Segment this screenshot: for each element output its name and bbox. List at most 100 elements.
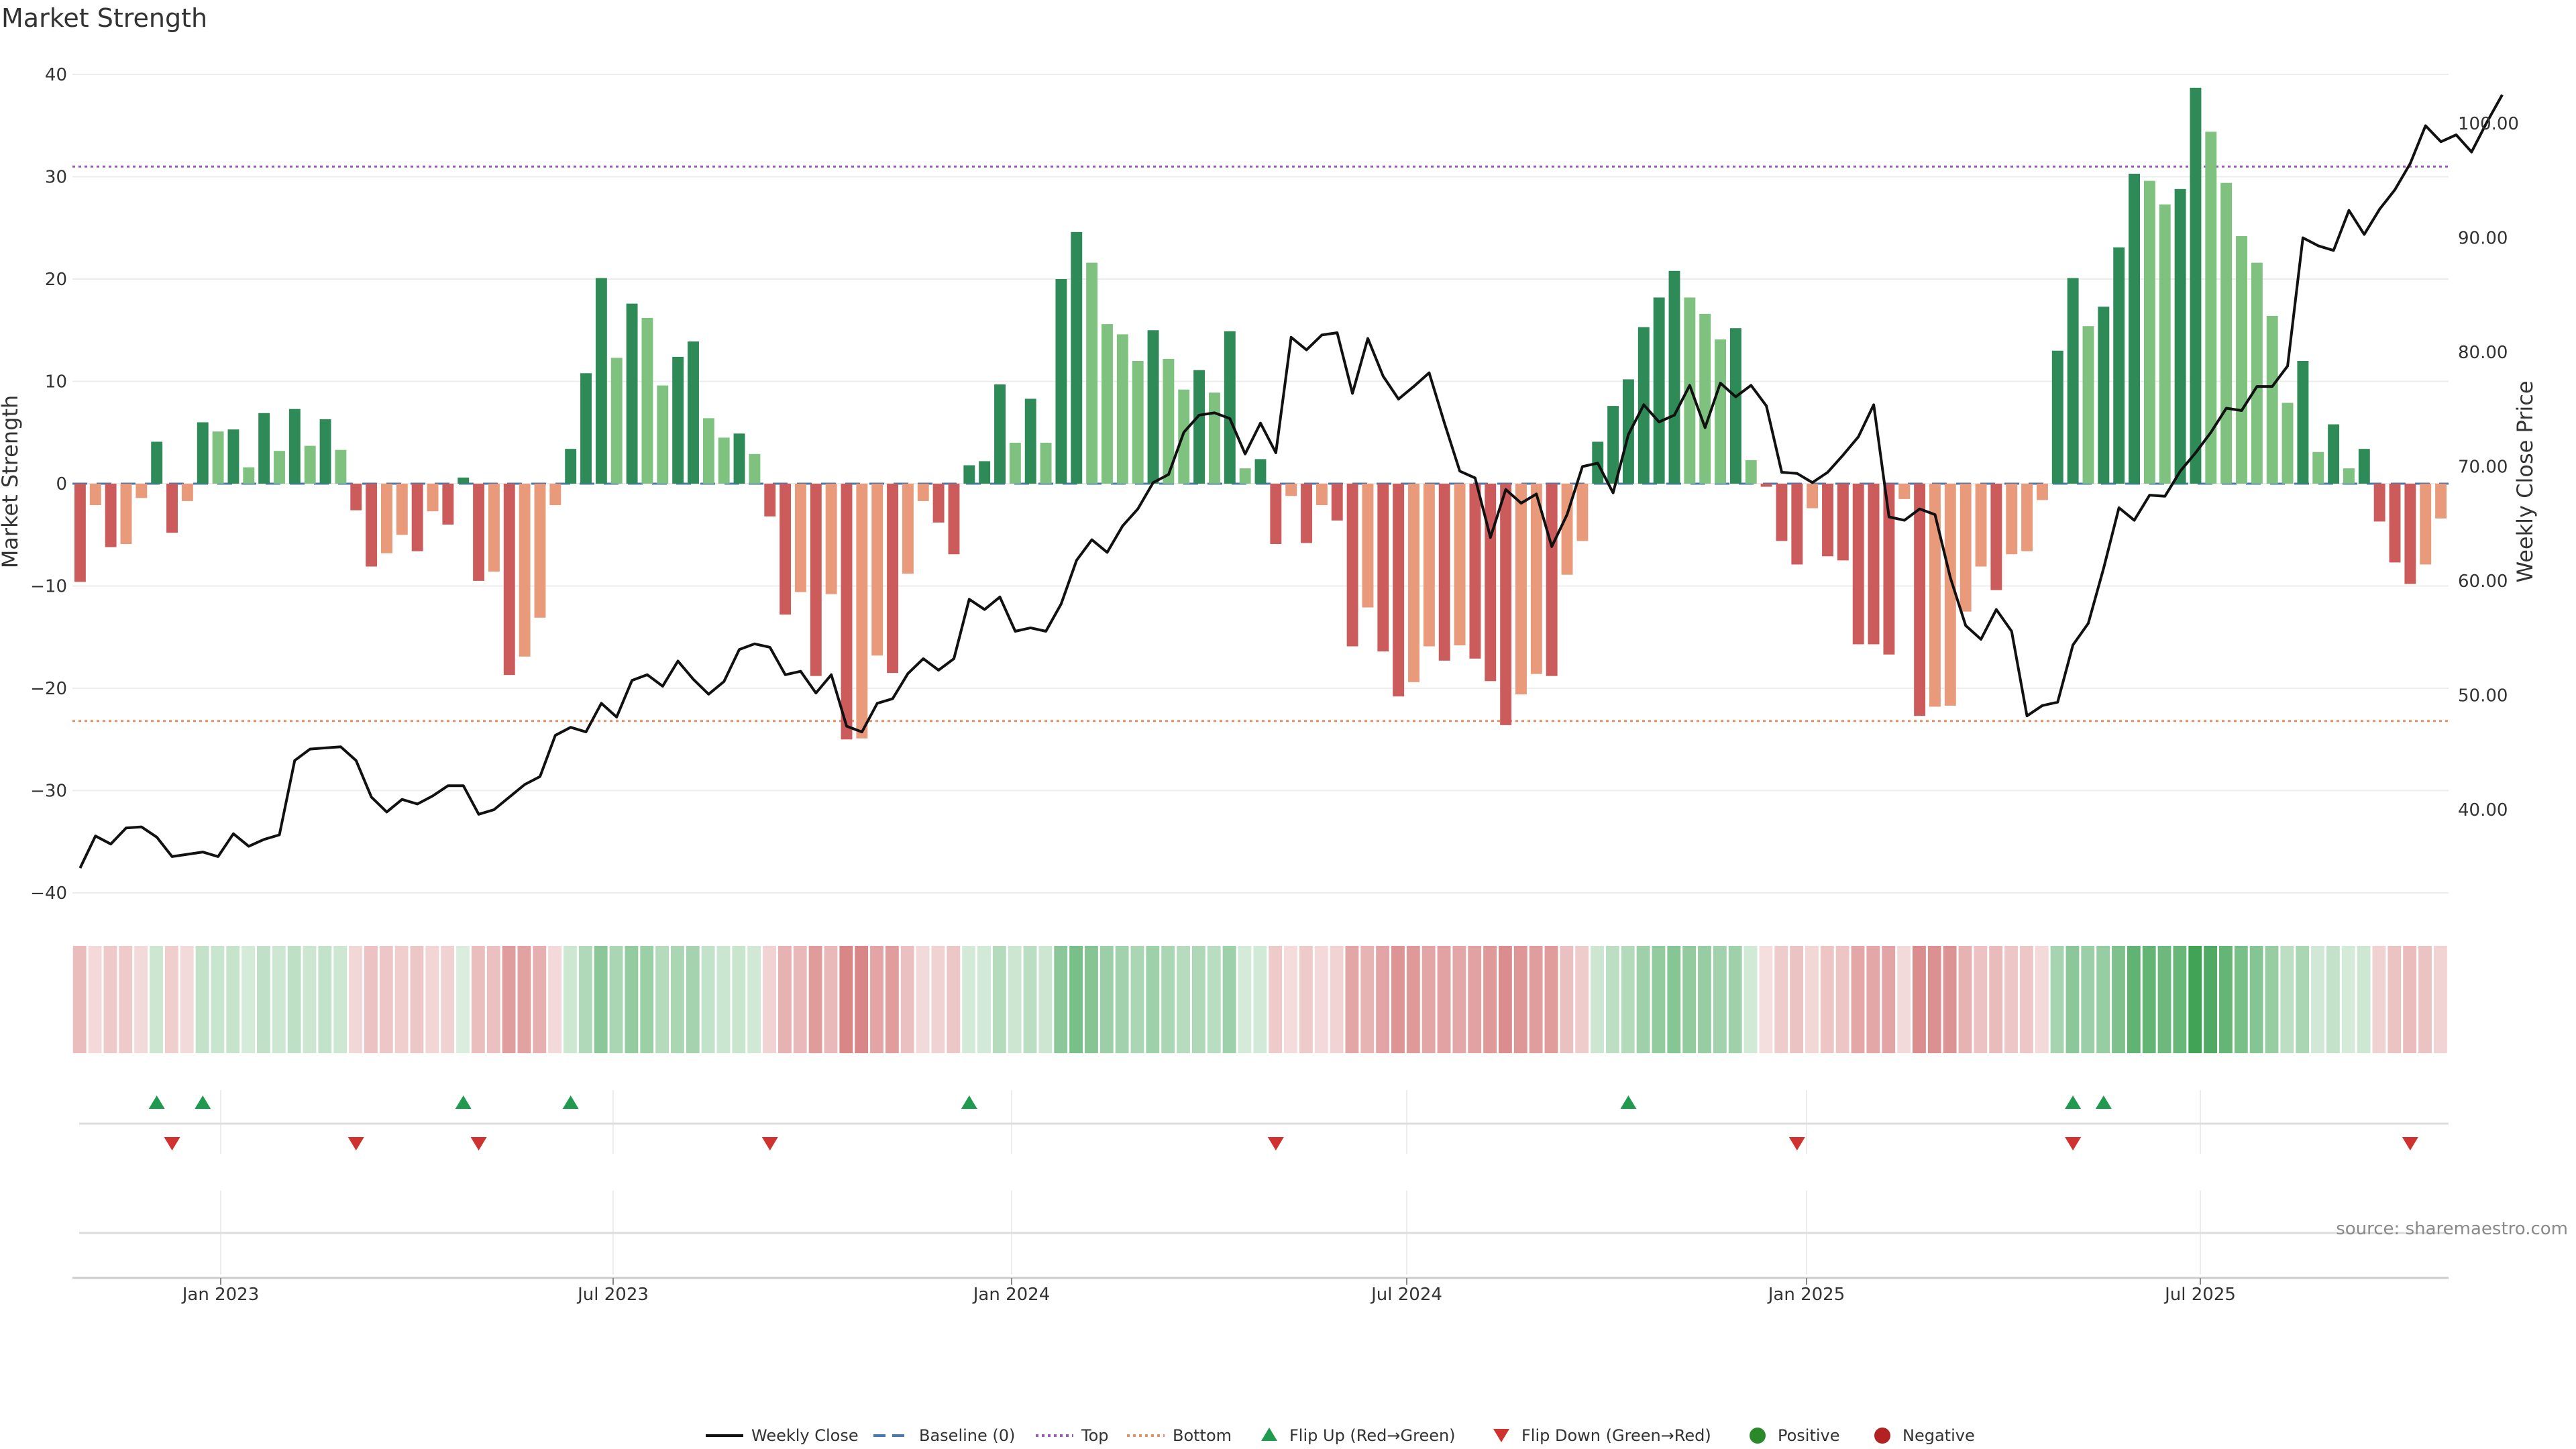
strength-bar <box>1301 484 1313 543</box>
legend-label: Negative <box>1902 1426 1975 1445</box>
y2-axis-ticks: 100.00 90.00 80.00 70.00 60.00 50.00 40.00 <box>2458 114 2519 820</box>
heat-cell <box>1621 946 1635 1053</box>
flip-up-marker <box>195 1095 211 1109</box>
strength-bar <box>442 484 454 525</box>
strength-bar <box>2251 262 2263 484</box>
heat-cell <box>1177 946 1190 1053</box>
heat-cell <box>1728 946 1742 1053</box>
y2-tick-label: 40.00 <box>2458 800 2508 820</box>
strength-bar <box>473 484 485 581</box>
heat-cell <box>1314 946 1328 1053</box>
heat-cell <box>900 946 914 1053</box>
heat-cell <box>808 946 822 1053</box>
strength-bar <box>887 484 899 674</box>
flip-up-marker <box>148 1095 165 1109</box>
strength-bar <box>1285 484 1297 496</box>
strength-bar <box>197 422 209 484</box>
strength-bar <box>610 358 623 484</box>
strength-bar <box>2051 350 2063 484</box>
strength-bar <box>488 484 500 572</box>
heat-cell <box>394 946 409 1053</box>
heat-cell <box>1897 946 1911 1053</box>
strength-bar <box>549 484 561 506</box>
y2-tick-label: 90.00 <box>2458 229 2508 249</box>
heat-cell <box>2311 946 2324 1053</box>
strength-bar <box>2021 484 2033 551</box>
heat-cell <box>1820 946 1834 1053</box>
strength-bar <box>780 484 792 615</box>
strength-bar <box>749 453 761 484</box>
strength-bar <box>1546 484 1558 676</box>
heat-cell <box>486 946 500 1053</box>
legend-label: Top <box>1081 1426 1109 1445</box>
strength-bar <box>672 356 684 484</box>
heat-cell <box>1667 946 1681 1053</box>
strength-bar <box>657 385 669 484</box>
heat-cell <box>594 946 608 1053</box>
strength-bar <box>2389 484 2401 563</box>
strength-bar <box>1055 279 1067 484</box>
strength-bar <box>1868 484 1880 645</box>
heat-cell <box>747 946 761 1053</box>
y-tick-label: 0 <box>56 474 67 494</box>
legend-label: Positive <box>1778 1426 1840 1445</box>
heat-cell <box>947 946 961 1053</box>
strength-bar <box>1132 361 1144 484</box>
strength-bar <box>2420 484 2432 565</box>
strength-bar <box>1883 484 1895 655</box>
strength-bar <box>2098 307 2110 484</box>
strength-bar <box>2297 361 2309 484</box>
strength-bar <box>105 484 117 547</box>
heat-cell <box>72 946 87 1053</box>
strength-bar <box>288 409 301 484</box>
strength-bar <box>1208 392 1220 484</box>
strength-bar <box>2343 468 2355 484</box>
strength-bar <box>74 484 86 582</box>
strength-bar <box>2190 87 2202 484</box>
strength-heat-strip <box>72 946 2447 1053</box>
strength-bar <box>1485 484 1497 682</box>
strength-bar <box>503 484 515 676</box>
strength-bar <box>2143 180 2155 484</box>
heat-cell <box>257 946 270 1053</box>
strength-bar <box>595 278 607 484</box>
strength-bar <box>1684 297 1696 484</box>
flip-up-marker <box>2095 1095 2112 1109</box>
strength-bar <box>1822 484 1833 557</box>
strength-bar <box>1990 484 2002 590</box>
heat-cell <box>1437 946 1451 1053</box>
strength-bar <box>427 484 439 512</box>
heat-cell <box>1591 946 1604 1053</box>
strength-bar <box>1729 328 1741 484</box>
heat-cell <box>763 946 776 1053</box>
strength-bar <box>2006 484 2018 555</box>
legend-label: Weekly Close <box>751 1426 859 1445</box>
strength-bar <box>350 484 362 511</box>
strength-bar <box>1239 468 1251 484</box>
strength-bar <box>120 484 132 544</box>
y2-tick-label: 70.00 <box>2458 458 2508 478</box>
heat-cell <box>1253 946 1267 1053</box>
heat-cell <box>1713 946 1727 1053</box>
strength-bar <box>810 484 822 676</box>
strength-bar <box>1469 484 1481 659</box>
heat-cell <box>1912 946 1926 1053</box>
x-tick-label: Jul 2025 <box>2163 1285 2236 1305</box>
strength-bar <box>212 431 224 484</box>
strength-bar <box>2129 173 2140 484</box>
strength-bar <box>1408 484 1419 682</box>
strength-bar <box>1454 484 1466 645</box>
heat-cell <box>1161 946 1175 1053</box>
strength-bar <box>1040 443 1052 484</box>
heat-cell <box>1008 946 1022 1053</box>
heat-cell <box>2265 946 2279 1053</box>
heat-cell <box>1682 946 1697 1053</box>
heat-cell <box>1743 946 1758 1053</box>
weekly-close-polyline <box>78 94 2504 869</box>
strength-bar <box>2282 402 2294 484</box>
heat-cell <box>1698 946 1711 1053</box>
heat-cell <box>2296 946 2310 1053</box>
heat-cell <box>2372 946 2386 1053</box>
y2-tick-label: 80.00 <box>2458 343 2508 363</box>
strength-bar <box>458 477 470 484</box>
